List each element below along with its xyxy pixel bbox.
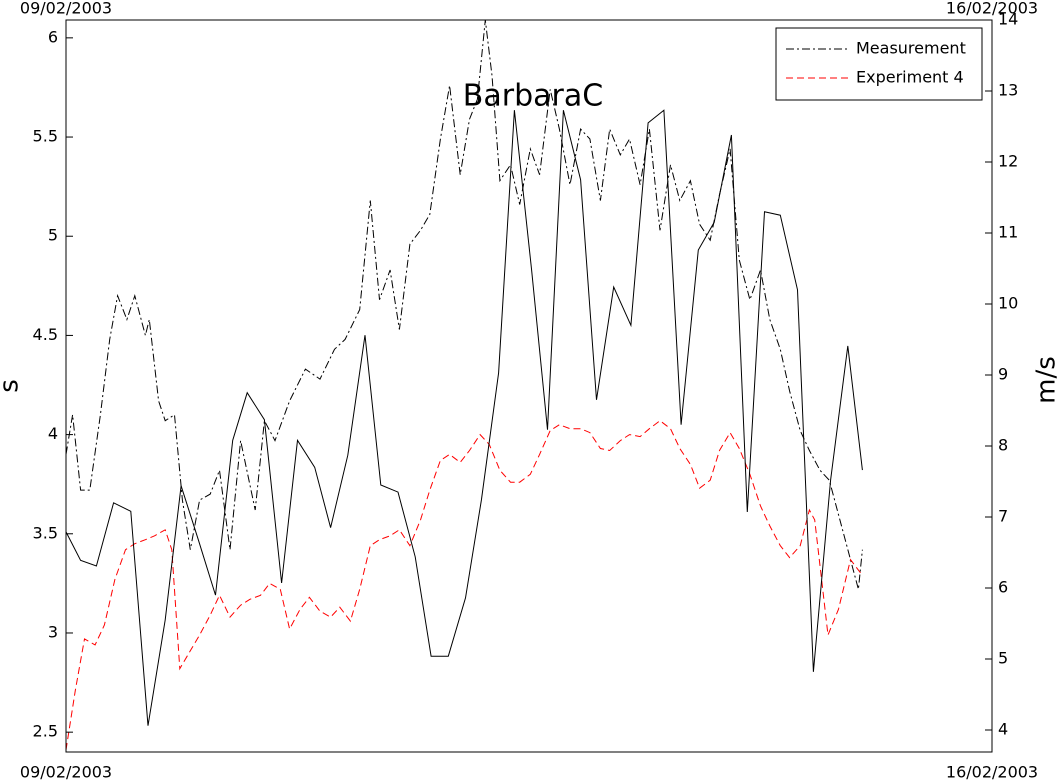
y2-tick-label: 8 [998,435,1008,454]
x-tick-label: 09/02/2003 [20,763,112,782]
y2-tick-label: 10 [998,293,1018,312]
y2-tick-label: 7 [998,506,1008,525]
y2-tick-label: 5 [998,648,1008,667]
y2-axis-label: m/s [1032,356,1058,404]
y-tick-label: 4.5 [33,325,58,344]
y-tick-label: 3.5 [33,523,58,542]
y2-tick-label: 6 [998,577,1008,596]
legend-box [775,27,983,101]
chart-title: BarbaraC [463,79,603,114]
y2-tick-label: 12 [998,151,1018,170]
legend-label: Experiment 4 [856,68,964,87]
y2-tick-label: 4 [998,719,1008,738]
y-axis-label: s [0,379,25,393]
y-tick-label: 4 [48,424,58,443]
y2-tick-label: 13 [998,80,1018,99]
y2-tick-label: 11 [998,222,1018,241]
series-line [65,109,863,726]
plot-area [65,19,863,751]
y-tick-label: 5 [48,226,58,245]
y-tick-label: 3 [48,622,58,641]
y-tick-label: 2.5 [33,722,58,741]
x-tick-label: 16/02/2003 [946,0,1038,18]
y-tick-label: 6 [48,27,58,46]
y-tick-label: 5.5 [33,127,58,146]
x-tick-label: 09/02/2003 [20,0,112,18]
series-line [65,420,863,751]
legend-label: Measurement [856,39,966,58]
axes-frame [65,19,993,753]
y2-tick-label: 14 [998,10,1018,29]
y2-tick-label: 9 [998,364,1008,383]
x-tick-label: 16/02/2003 [946,763,1038,782]
